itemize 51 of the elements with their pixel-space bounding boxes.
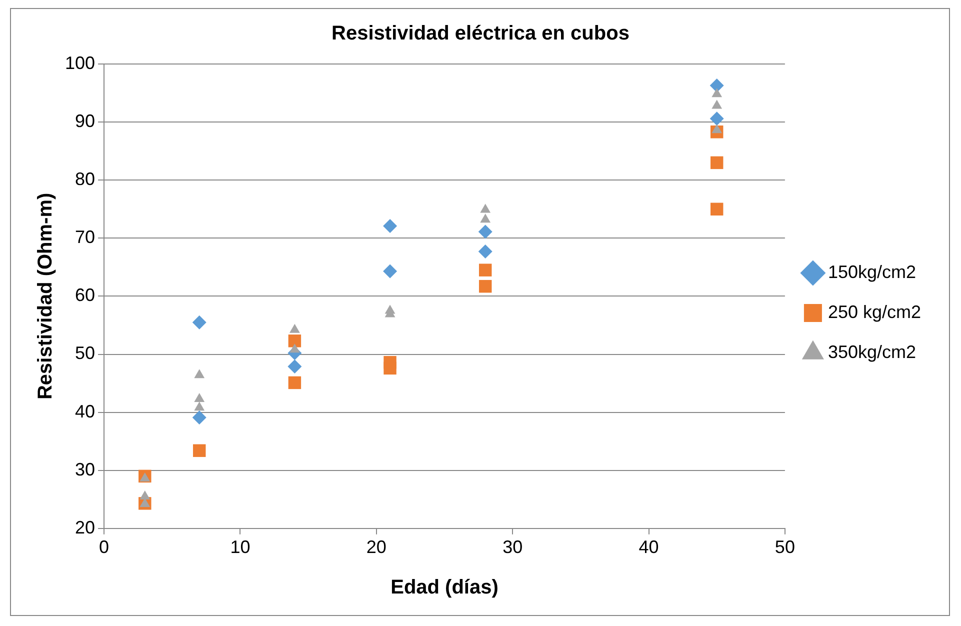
x-tick-label: 50 <box>774 537 795 558</box>
point <box>194 402 205 411</box>
point <box>194 369 205 378</box>
point <box>710 156 724 170</box>
point <box>478 224 492 239</box>
point <box>710 78 724 92</box>
x-tick-label: 10 <box>230 537 250 558</box>
legend-label: 250 kg/cm2 <box>828 302 922 322</box>
x-tick-label: 40 <box>638 537 659 558</box>
y-tick-label: 100 <box>64 52 96 73</box>
point <box>383 218 398 233</box>
point <box>710 112 724 126</box>
x-tick-label: 30 <box>502 537 523 558</box>
y-tick-label: 80 <box>75 169 96 190</box>
point <box>712 100 722 109</box>
point <box>289 324 300 333</box>
point <box>140 498 150 508</box>
point <box>194 392 205 402</box>
chart-title: Resistividad eléctrica en cubos <box>332 22 630 45</box>
y-tick-label: 50 <box>75 343 96 364</box>
legend-label: 150kg/cm2 <box>828 262 916 282</box>
point <box>288 334 302 348</box>
point <box>712 124 722 134</box>
y-tick-label: 60 <box>75 285 96 306</box>
point <box>140 472 150 482</box>
point <box>478 264 492 276</box>
y-tick-label: 70 <box>75 227 96 248</box>
point <box>383 264 398 278</box>
y-tick-label: 90 <box>75 111 96 132</box>
x-axis-title: Edad (días) <box>390 576 498 599</box>
y-axis-title: Resistividad (Ohm-m) <box>34 192 57 400</box>
y-tick-label: 20 <box>75 517 96 538</box>
legend-label: 350kg/cm2 <box>828 342 916 362</box>
point <box>289 344 300 353</box>
point <box>288 376 302 390</box>
y-tick-label: 40 <box>75 401 96 422</box>
point <box>192 444 206 457</box>
x-tick-label: 20 <box>366 537 386 558</box>
point <box>288 359 302 374</box>
point <box>480 204 491 213</box>
point <box>712 88 722 98</box>
point <box>478 244 492 258</box>
point <box>478 280 492 293</box>
point <box>192 410 206 425</box>
x-tick-label: 0 <box>99 537 110 558</box>
point <box>480 214 491 223</box>
point <box>140 490 150 500</box>
point <box>192 315 206 330</box>
point <box>384 362 396 375</box>
point <box>710 202 724 216</box>
y-tick-label: 30 <box>75 459 96 480</box>
